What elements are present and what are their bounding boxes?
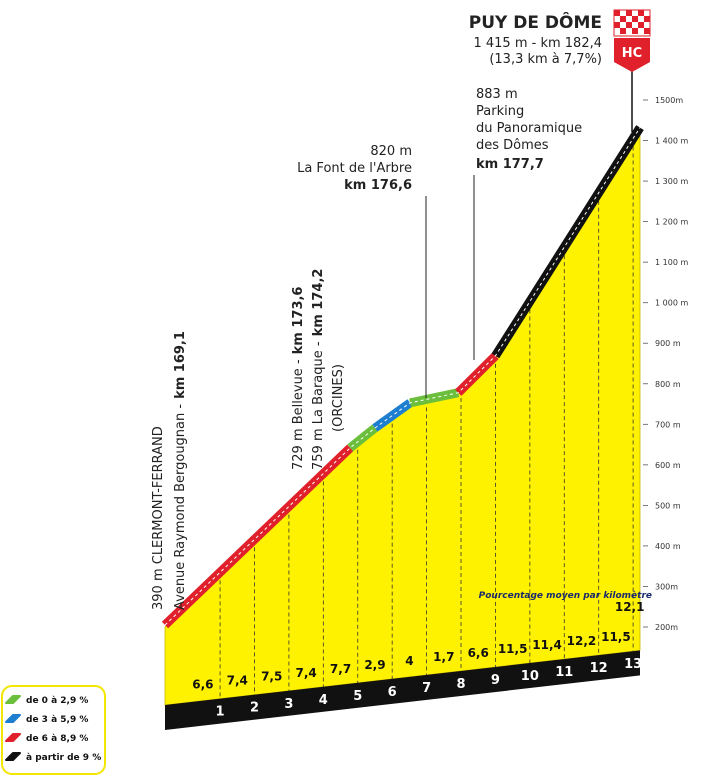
legend-label: de 6 à 8,9 %: [26, 734, 88, 744]
annotation-km: km 169,1: [173, 331, 188, 399]
gradient-strip: [491, 125, 644, 359]
checkered-flag: [613, 9, 651, 37]
legend-box: [1, 685, 106, 775]
km-label: 1: [216, 705, 225, 720]
y-tick-label: 600 m: [655, 461, 681, 470]
y-tick-label: 500 m: [655, 501, 681, 510]
gradient-caption: Pourcentage moyen par kilomètre: [479, 590, 652, 601]
annotation: 390 m CLERMONT-FERRAND: [151, 426, 166, 610]
gradient-label: 11,5: [601, 630, 631, 644]
km-band: [165, 650, 640, 730]
km-label: 8: [456, 677, 465, 692]
gradient-label: 12,2: [567, 634, 597, 648]
legend-label: de 0 à 2,9 %: [26, 696, 88, 706]
y-tick-label: 1500m: [655, 96, 683, 105]
annotation-km: km 173,6: [291, 287, 306, 355]
y-tick-label: 1 200 m: [655, 218, 688, 227]
badge-label: HC: [622, 46, 642, 61]
gradient-label: 11,4: [532, 638, 562, 652]
y-tick-label: 800 m: [655, 380, 681, 389]
annotation: La Font de l'Arbre: [297, 161, 412, 176]
annotation-km: km 174,2: [311, 269, 326, 337]
km-label: 3: [284, 697, 293, 712]
annotation-km: km 176,6: [344, 178, 412, 193]
legend-swatch: [5, 695, 21, 704]
y-tick-label: 1 300 m: [655, 177, 688, 186]
annotation: 729 m Bellevue -: [291, 359, 306, 470]
gradient-label: 11,5: [498, 642, 528, 656]
gradient-label: 12,1: [615, 600, 645, 614]
annotation: 883 m: [476, 87, 518, 102]
legend: de 0 à 2,9 % de 3 à 5,9 % de 6 à 8,9 % à pa…: [5, 695, 101, 763]
gradient-label: 4: [405, 654, 413, 668]
y-tick-label: 900 m: [655, 339, 681, 348]
legend-label: à partir de 9 %: [26, 753, 101, 763]
annotation: 820 m: [370, 144, 412, 159]
annotation: 729 m Bellevue - km 173,6: [291, 287, 306, 470]
y-tick-label: 1 000 m: [655, 299, 688, 308]
profile-area: [164, 128, 641, 706]
km-label: 13: [624, 657, 642, 672]
gradient-label: 7,4: [227, 674, 248, 688]
km-label: 7: [422, 681, 431, 696]
plot: 200m 300m 400 m 500 m 600 m 700 m 800 m 900 m 1 …: [161, 96, 688, 730]
chart-title: PUY DE DÔME: [469, 11, 602, 33]
gradient-label: 7,5: [261, 670, 282, 684]
annotation: Avenue Raymond Bergougnan - km 169,1: [173, 331, 188, 610]
km-label: 2: [250, 701, 259, 716]
legend-label: de 3 à 5,9 %: [26, 715, 88, 725]
km-label: 5: [353, 689, 362, 704]
gradient-label: 2,9: [364, 658, 385, 672]
legend-swatch: [5, 733, 21, 742]
y-tick-label: 700 m: [655, 420, 681, 429]
annotation: 759 m La Baraque - km 174,2: [311, 269, 326, 470]
annotation: des Dômes: [476, 138, 549, 153]
y-tick-label: 200m: [655, 623, 678, 632]
gradient-label: 1,7: [433, 650, 454, 664]
gradient-label: 6,6: [468, 646, 489, 660]
subtitle: 1 415 m - km 182,4: [473, 36, 602, 51]
annotation: du Panoramique: [476, 121, 582, 136]
hc-badge: [614, 38, 650, 72]
legend-swatch: [5, 752, 21, 761]
km-label: 12: [590, 661, 608, 676]
annotation: Avenue Raymond Bergougnan -: [173, 404, 188, 610]
gradient-label: 7,4: [295, 666, 316, 680]
annotation: (ORCINES): [331, 364, 346, 432]
legend-swatch: [5, 714, 21, 723]
annotation: Parking: [476, 104, 524, 119]
gradient-label: 7,7: [330, 662, 351, 676]
km-label: 9: [491, 673, 500, 688]
km-label: 4: [319, 693, 328, 708]
km-label: 6: [388, 685, 397, 700]
gradient-label: 6,6: [192, 678, 213, 692]
y-tick-label: 300m: [655, 582, 678, 591]
km-label: 11: [555, 665, 573, 680]
y-tick-label: 400 m: [655, 542, 681, 551]
annotation: 759 m La Baraque -: [311, 341, 326, 470]
y-tick-label: 1 100 m: [655, 258, 688, 267]
subtitle: (13,3 km à 7,7%): [489, 52, 602, 67]
y-tick-label: 1 400 m: [655, 137, 688, 146]
gradient-strip: [455, 352, 499, 396]
annotation-km: km 177,7: [476, 157, 544, 172]
km-label: 10: [521, 669, 539, 684]
profile-centerline: [164, 127, 641, 626]
